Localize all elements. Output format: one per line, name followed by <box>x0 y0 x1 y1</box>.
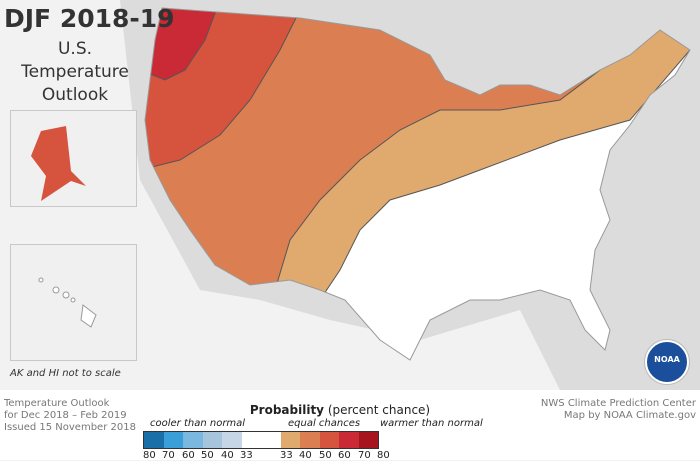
legend-swatch <box>144 432 164 448</box>
legend-swatch <box>339 432 359 448</box>
legend-tick: 80 <box>377 450 390 461</box>
alaska-shape <box>31 126 116 201</box>
legend-equal: equal chances <box>288 418 361 429</box>
legend-warmer: warmer than normal <box>380 418 483 429</box>
legend-tick: 33 <box>280 450 293 461</box>
noaa-logo: NOAA <box>645 340 689 384</box>
legend-swatch <box>319 432 339 448</box>
legend-swatch <box>202 432 222 448</box>
legend-tick: 70 <box>358 450 371 461</box>
legend-swatch <box>241 432 281 448</box>
subtitle-line: U.S. <box>57 39 93 59</box>
legend-tick: 60 <box>338 450 351 461</box>
legend-tick: 33 <box>240 450 253 461</box>
info-line: Issued 15 November 2018 <box>4 422 136 433</box>
legend-tick: 60 <box>182 450 195 461</box>
legend-tick: 40 <box>221 450 234 461</box>
legend-swatch <box>358 432 378 448</box>
legend-swatch <box>280 432 300 448</box>
credit-line: Map by NOAA Climate.gov <box>563 410 696 421</box>
alaska-inset <box>10 110 137 207</box>
us-outlook-map <box>120 0 700 390</box>
credit-line: NWS Climate Prediction Center <box>540 398 696 409</box>
legend-swatch <box>183 432 203 448</box>
logo-text: NOAA <box>654 355 680 364</box>
credits: NWS Climate Prediction Center Map by NOA… <box>541 398 696 422</box>
info-line: Temperature Outlook <box>4 398 110 409</box>
legend-tick: 80 <box>143 450 156 461</box>
legend-swatch <box>163 432 183 448</box>
hawaii-inset <box>10 244 137 361</box>
footer: Temperature Outlook for Dec 2018 – Feb 2… <box>0 390 700 461</box>
legend-tick: 70 <box>162 450 175 461</box>
info-line: for Dec 2018 – Feb 2019 <box>4 410 127 421</box>
us-outline <box>144 7 691 361</box>
subtitle-line: Outlook <box>41 85 109 105</box>
outlook-info: Temperature Outlook for Dec 2018 – Feb 2… <box>4 398 136 434</box>
map-subtitle: U.S. Temperature Outlook <box>5 38 145 107</box>
map-title: DJF 2018-19 <box>4 4 175 33</box>
legend-tick: 50 <box>201 450 214 461</box>
legend-color-bar <box>143 431 379 449</box>
subtitle-line: Temperature <box>21 62 129 82</box>
legend-swatch <box>300 432 320 448</box>
zone-above-60-70 <box>145 8 221 81</box>
legend-swatch <box>222 432 242 448</box>
legend-title: Probability (percent chance) <box>190 403 490 417</box>
legend-tick: 50 <box>319 450 332 461</box>
inset-note: AK and HI not to scale <box>10 368 121 379</box>
legend-tick: 40 <box>299 450 312 461</box>
legend-cooler: cooler than normal <box>150 418 246 429</box>
legend-title-bold: Probability <box>249 403 325 417</box>
legend-title-rest: (percent chance) <box>324 403 431 417</box>
